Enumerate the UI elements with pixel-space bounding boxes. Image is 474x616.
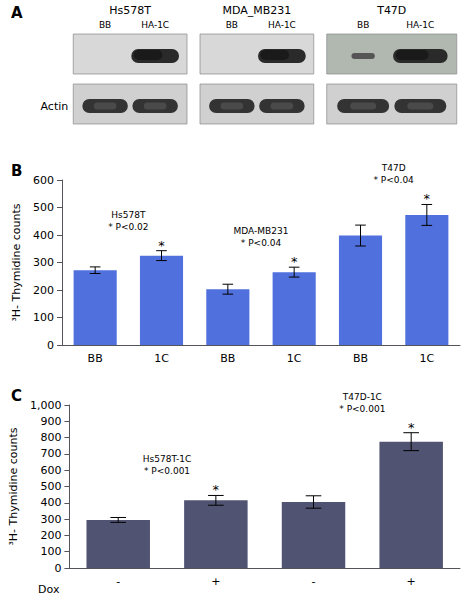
svg-text:*: *	[424, 191, 431, 206]
svg-text:900: 900	[40, 415, 61, 428]
svg-text:Hs578T: Hs578T	[109, 4, 151, 17]
svg-text:200: 200	[40, 529, 61, 542]
svg-text:* P<0.04: * P<0.04	[241, 238, 282, 248]
svg-text:HA-1C: HA-1C	[141, 20, 169, 30]
svg-text:1,000: 1,000	[30, 399, 62, 412]
svg-text:C: C	[11, 387, 22, 405]
svg-text:1C: 1C	[419, 352, 434, 365]
svg-text:200: 200	[33, 284, 54, 297]
svg-text:800: 800	[40, 431, 61, 444]
svg-text:300: 300	[33, 256, 54, 269]
svg-text:*: *	[213, 482, 220, 497]
svg-text:*: *	[158, 238, 165, 253]
svg-text:BB: BB	[226, 20, 238, 30]
svg-text:Dox: Dox	[38, 583, 60, 596]
svg-text:*: *	[408, 420, 415, 435]
svg-text:-: -	[116, 575, 120, 588]
svg-text:MDA-MB231: MDA-MB231	[234, 226, 289, 236]
svg-text:700: 700	[40, 447, 61, 460]
svg-text:1C: 1C	[287, 352, 302, 365]
svg-text:400: 400	[33, 229, 54, 242]
svg-text:³H- Thymidine counts: ³H- Thymidine counts	[10, 203, 23, 321]
svg-text:* P<0.02: * P<0.02	[108, 222, 148, 232]
svg-text:* P<0.001: * P<0.001	[144, 466, 190, 476]
svg-text:+: +	[407, 575, 416, 588]
svg-text:-: -	[312, 575, 316, 588]
svg-text:600: 600	[40, 464, 61, 477]
svg-text:300: 300	[40, 513, 61, 526]
svg-text:HA-1C: HA-1C	[268, 20, 296, 30]
svg-text:* P<0.001: * P<0.001	[339, 404, 385, 414]
svg-text:600: 600	[33, 174, 54, 187]
svg-text:T47D-1C: T47D-1C	[342, 392, 382, 402]
svg-text:500: 500	[40, 480, 61, 493]
svg-text:A: A	[11, 4, 23, 22]
svg-text:100: 100	[33, 311, 54, 324]
svg-text:0: 0	[47, 339, 54, 352]
svg-text:0: 0	[54, 562, 61, 575]
svg-text:Hs578T-1C: Hs578T-1C	[143, 454, 192, 464]
svg-text:³H- Thymidine counts: ³H- Thymidine counts	[7, 427, 20, 545]
svg-text:B: B	[11, 162, 22, 180]
svg-text:Hs578T: Hs578T	[111, 210, 146, 220]
svg-text:HA-1C: HA-1C	[406, 20, 434, 30]
svg-text:1C: 1C	[154, 352, 169, 365]
svg-text:BB: BB	[99, 20, 111, 30]
svg-text:BB: BB	[88, 352, 103, 365]
svg-text:+: +	[211, 575, 220, 588]
svg-text:T47D: T47D	[381, 163, 406, 173]
svg-text:BB: BB	[357, 20, 369, 30]
svg-text:MDA_MB231: MDA_MB231	[222, 4, 291, 17]
svg-text:* P<0.04: * P<0.04	[373, 175, 414, 185]
svg-text:BB: BB	[353, 352, 368, 365]
svg-text:400: 400	[40, 496, 61, 509]
svg-text:T47D: T47D	[376, 4, 406, 17]
svg-text:Actin: Actin	[41, 100, 69, 113]
svg-text:BB: BB	[220, 352, 235, 365]
svg-text:100: 100	[40, 545, 61, 558]
svg-text:500: 500	[33, 201, 54, 214]
svg-text:*: *	[291, 254, 298, 269]
